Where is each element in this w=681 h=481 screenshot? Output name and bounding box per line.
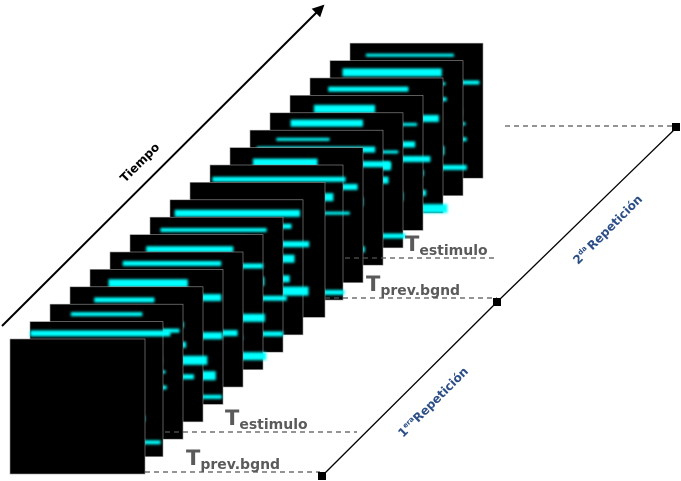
- stimulus-frame: [9, 338, 146, 475]
- cyan-stripe: [276, 137, 330, 141]
- cyan-stripe: [212, 176, 346, 182]
- repetition-2-label: 2daRepetición: [570, 192, 645, 267]
- cyan-stripe: [365, 53, 454, 57]
- cyan-stripe: [174, 209, 301, 217]
- cyan-stripe: [108, 279, 188, 288]
- t-prev-label-rep1: Tprev.bgnd: [186, 446, 280, 473]
- cyan-stripe: [328, 86, 409, 92]
- cyan-stripe: [122, 260, 222, 266]
- time-axis-label: Tiempo: [117, 140, 162, 185]
- t-prev-label-rep2: Tprev.bgnd: [366, 272, 460, 299]
- cyan-stripe: [30, 330, 171, 337]
- cyan-stripe: [160, 228, 267, 233]
- t-estimulo-label-rep1: Testimulo: [225, 406, 308, 433]
- repetition-2-line: [496, 127, 677, 303]
- blank-background-frame: [9, 338, 146, 475]
- repetition-marker-end: [672, 123, 680, 131]
- repetition-marker-middle: [493, 298, 501, 306]
- repetition-1-label: 1eraRepetición: [395, 364, 471, 440]
- stimulus-frame-stack: [9, 42, 484, 475]
- cyan-stripe: [290, 119, 363, 127]
- cyan-stripe: [70, 312, 143, 317]
- cyan-stripe: [342, 68, 442, 77]
- repetition-marker-start: [318, 472, 326, 480]
- cyan-stripe: [252, 158, 318, 167]
- cyan-stripe: [146, 246, 234, 253]
- dashed-guides: [145, 125, 676, 473]
- cyan-stripe: [313, 104, 376, 113]
- t-estimulo-label-rep2: Testimulo: [405, 232, 488, 259]
- time-axis-arrow: [1, 4, 325, 327]
- cyan-stripe: [94, 297, 155, 303]
- repetition-1-line: [321, 301, 498, 477]
